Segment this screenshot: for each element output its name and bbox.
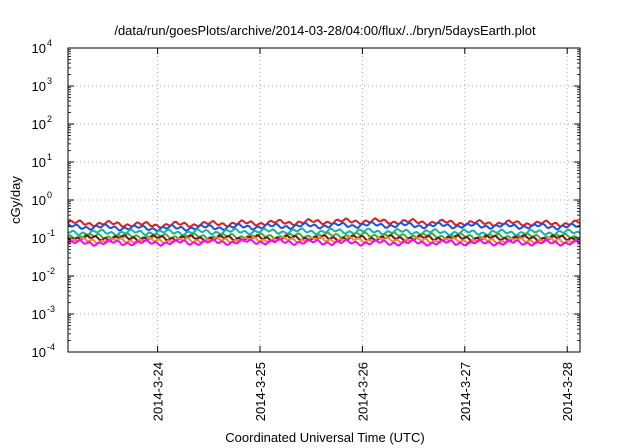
y-tick-label: 10 bbox=[32, 231, 46, 246]
x-tick-label: 2014-3-27 bbox=[458, 362, 473, 421]
y-tick-label: 10 bbox=[32, 345, 46, 360]
grid-lines bbox=[68, 47, 580, 353]
y-axis-label: cGy/day bbox=[8, 176, 23, 224]
x-tick-label: 2014-3-26 bbox=[355, 362, 370, 421]
y-tick-label: 10 bbox=[32, 117, 46, 132]
x-tick-label: 2014-3-24 bbox=[151, 362, 166, 421]
y-tick-exponent: -2 bbox=[47, 266, 55, 276]
series-line bbox=[67, 220, 581, 232]
y-tick-label: 10 bbox=[32, 307, 46, 322]
y-tick-exponent: 4 bbox=[47, 38, 52, 48]
x-tick-label: 2014-3-25 bbox=[253, 362, 268, 421]
series-lines bbox=[67, 217, 581, 247]
y-tick-label: 10 bbox=[32, 193, 46, 208]
y-tick-label: 10 bbox=[32, 155, 46, 170]
series-line bbox=[67, 233, 581, 243]
x-ticks: 2014-3-24 2014-3-25 2014-3-26 2014-3-27 2014… bbox=[151, 48, 575, 421]
y-tick-label: 10 bbox=[32, 79, 46, 94]
y-tick-label: 10 bbox=[32, 41, 46, 56]
chart-title: /data/run/goesPlots/archive/2014-03-28/0… bbox=[114, 23, 536, 38]
y-tick-exponent: 0 bbox=[47, 190, 52, 200]
y-tick-exponent: 2 bbox=[47, 114, 52, 124]
series-line bbox=[67, 238, 581, 247]
y-tick-exponent: -3 bbox=[47, 304, 55, 314]
y-tick-exponent: -1 bbox=[47, 228, 55, 238]
series-line bbox=[67, 235, 581, 245]
y-tick-exponent: 3 bbox=[47, 76, 52, 86]
y-tick-label: 10 bbox=[32, 269, 46, 284]
x-axis-label: Coordinated Universal Time (UTC) bbox=[225, 430, 424, 445]
x-tick-label: 2014-3-28 bbox=[560, 362, 575, 421]
y-tick-exponent: -4 bbox=[47, 342, 55, 352]
y-tick-exponent: 1 bbox=[47, 152, 52, 162]
